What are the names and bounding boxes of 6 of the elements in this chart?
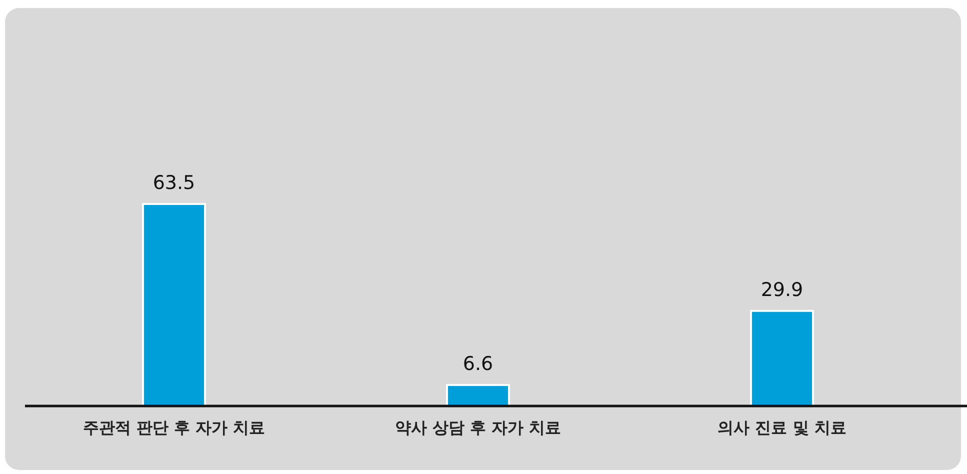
data-label: 6.6	[462, 353, 494, 376]
x-tick-label: 약사 상담 후 자가 치료	[394, 418, 562, 437]
x-tick-label: 주관적 판단 후 자가 치료	[82, 418, 266, 437]
data-label: 29.9	[760, 278, 804, 301]
data-label: 63.5	[152, 172, 196, 194]
x-tick-label: 의사 진료 및 치료	[718, 418, 846, 437]
